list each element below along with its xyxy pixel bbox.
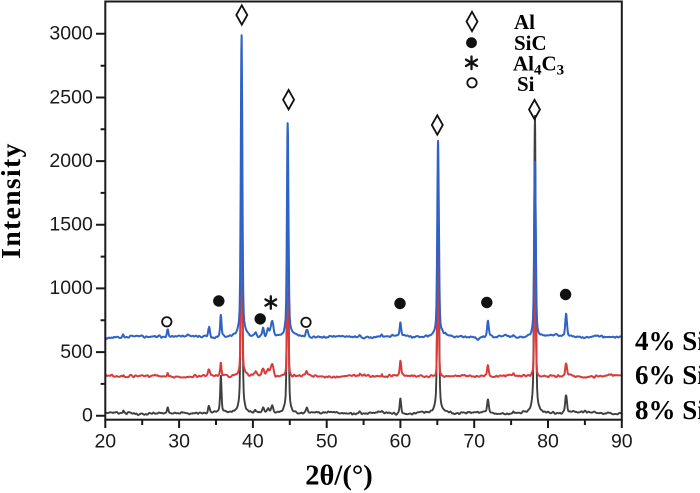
svg-text:3000: 3000	[49, 23, 93, 45]
svg-text:60: 60	[390, 431, 412, 453]
svg-text:30: 30	[168, 431, 190, 453]
svg-text:SiC: SiC	[514, 31, 547, 55]
svg-text:0: 0	[82, 405, 93, 427]
svg-text:1500: 1500	[49, 214, 93, 236]
svg-text:Al4C3: Al4C3	[513, 52, 564, 79]
svg-text:90: 90	[611, 431, 633, 453]
svg-text:50: 50	[316, 431, 338, 453]
svg-text:500: 500	[60, 341, 93, 363]
svg-text:Intensity: Intensity	[0, 142, 26, 259]
svg-text:20: 20	[94, 431, 116, 453]
svg-text:70: 70	[463, 431, 485, 453]
svg-text:6% Si: 6% Si	[635, 360, 700, 390]
svg-text:Si: Si	[517, 72, 535, 96]
svg-text:8% Si: 8% Si	[635, 395, 700, 425]
svg-text:2θ/(°): 2θ/(°)	[305, 461, 372, 492]
svg-text:2500: 2500	[49, 86, 93, 108]
svg-text:2000: 2000	[49, 150, 93, 172]
svg-text:1000: 1000	[49, 277, 93, 299]
svg-text:40: 40	[242, 431, 264, 453]
svg-text:4% Si: 4% Si	[635, 326, 700, 356]
svg-text:Al: Al	[514, 10, 535, 34]
svg-text:80: 80	[537, 431, 559, 453]
